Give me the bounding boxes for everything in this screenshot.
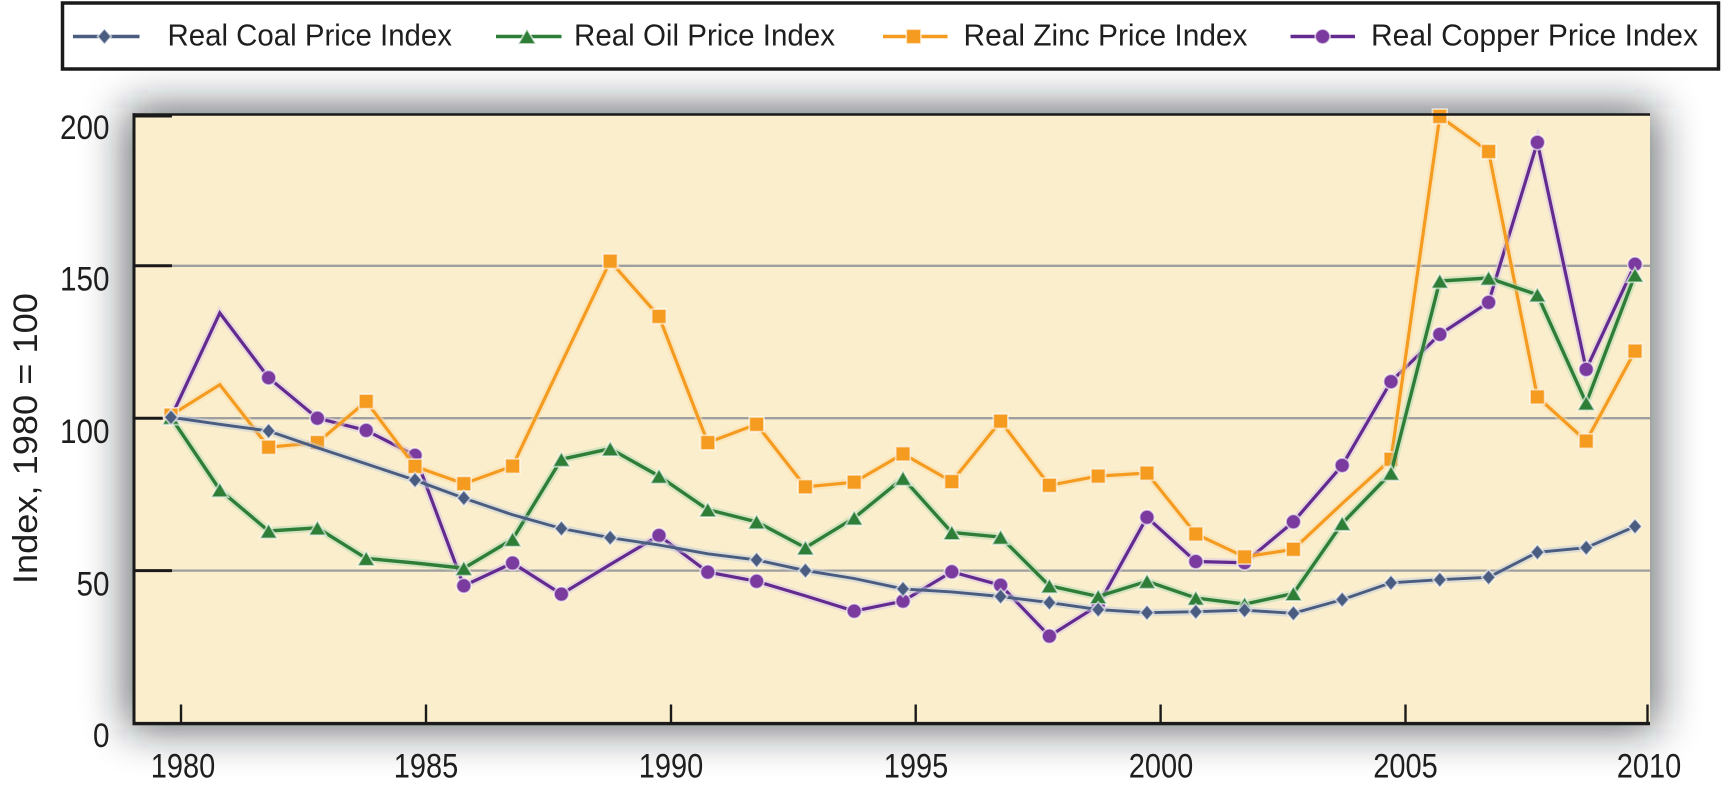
svg-text:100: 100 [60, 413, 110, 451]
svg-text:2010: 2010 [1617, 748, 1682, 785]
svg-text:1980: 1980 [151, 748, 216, 785]
svg-text:Real Copper Price Index: Real Copper Price Index [1371, 18, 1698, 53]
svg-text:1995: 1995 [884, 748, 949, 785]
svg-text:Real Oil Price Index: Real Oil Price Index [574, 18, 835, 53]
svg-text:1985: 1985 [394, 748, 459, 785]
svg-text:150: 150 [60, 261, 110, 299]
svg-text:Real Zinc Price Index: Real Zinc Price Index [964, 18, 1248, 53]
svg-text:200: 200 [60, 109, 110, 147]
svg-text:50: 50 [77, 565, 110, 603]
svg-text:1990: 1990 [639, 748, 704, 785]
svg-text:0: 0 [93, 717, 110, 755]
svg-text:2005: 2005 [1373, 748, 1438, 785]
svg-text:2000: 2000 [1129, 748, 1194, 785]
svg-text:Index, 1980 = 100: Index, 1980 = 100 [7, 293, 45, 584]
svg-text:Real Coal Price Index: Real Coal Price Index [168, 18, 453, 53]
